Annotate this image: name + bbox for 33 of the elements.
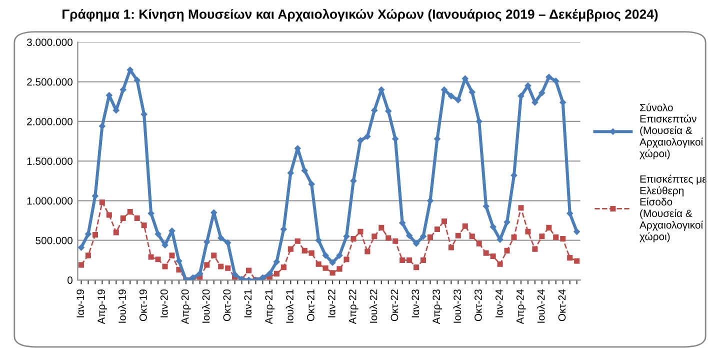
y-tick-label: 2.500.000 [27, 78, 72, 86]
x-tick-label: Οκτ-23 [474, 290, 482, 322]
x-tick-label: Ιαν-19 [76, 290, 84, 318]
y-tick-label: 2.000.000 [27, 118, 72, 126]
y-tick-label: 3.000.000 [26, 38, 72, 46]
chart-title: Γράφημα 1: Κίνηση Μουσείων και Αρχαιολογικών Χώρων (Ιανουάριος 2019 – Δεκέμβριος 2024) [62, 8, 658, 22]
x-tick-label: Ιουλ-20 [202, 289, 210, 323]
x-tick-label: Ιουλ-24 [537, 289, 545, 323]
y-tick-label: 1.000.000 [27, 197, 72, 205]
legend-label: Σύνολο Επισκεπτών (Μουσεία & Αρχαιολογικοί χώροι) [640, 103, 703, 160]
x-tick-label: Απρ-23 [432, 290, 442, 324]
x-tick-label: Ιαν-23 [412, 290, 420, 318]
x-tick-label: Απρ-21 [265, 290, 275, 324]
x-tick-label: Οκτ-20 [223, 289, 231, 322]
x-tick-label: Απρ-20 [181, 289, 191, 324]
x-tick-label: Ιουλ-22 [370, 290, 378, 323]
x-tick-label: Οκτ-21 [307, 290, 314, 322]
x-tick-label: Ιαν-20 [160, 289, 168, 318]
x-tick-label: Οκτ-22 [390, 290, 398, 322]
y-tick-label: 0 [68, 276, 72, 284]
x-tick-label: Απρ-22 [348, 290, 358, 324]
x-tick-label: Οκτ-19 [139, 290, 147, 322]
x-tick-label: Ιαν-24 [495, 289, 503, 318]
x-tick-label: Οκτ-24 [558, 289, 566, 322]
x-tick-label: Απρ-19 [98, 290, 108, 324]
x-tick-label: Ιαν-21 [244, 290, 252, 318]
x-tick-label: Ιουλ-23 [453, 289, 461, 323]
x-tick-label: Απρ-24 [516, 289, 526, 324]
x-tick-label: Ιαν-22 [328, 290, 336, 318]
y-tick-label: 500.000 [36, 236, 72, 244]
x-tick-label: Ιουλ-21 [286, 290, 294, 323]
y-tick-label: 1.500.000 [27, 158, 72, 165]
x-tick-label: Ιουλ-19 [118, 290, 126, 323]
